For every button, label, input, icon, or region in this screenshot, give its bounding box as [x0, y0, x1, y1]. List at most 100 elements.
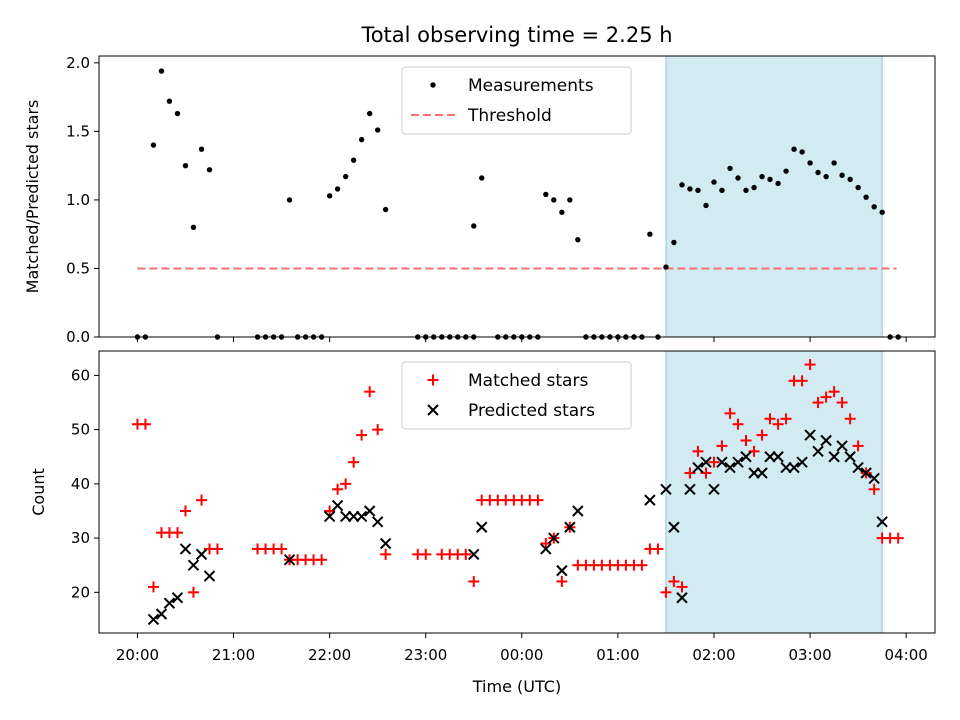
data-point: [735, 175, 741, 181]
data-point: [852, 461, 864, 474]
data-point: [796, 375, 808, 387]
data-point: [350, 157, 357, 163]
data-point: [764, 413, 776, 425]
data-point: [179, 505, 191, 517]
legend-label: Measurements: [468, 76, 594, 96]
data-point: [780, 413, 792, 425]
data-point: [379, 537, 392, 550]
data-point: [679, 182, 685, 188]
x-tick-label: 23:00: [404, 646, 447, 664]
data-point: [195, 548, 208, 561]
legend: Measurements Threshold: [401, 66, 632, 135]
x-tick-label: 22:00: [308, 646, 351, 664]
data-point: [155, 608, 168, 620]
data-point: [839, 172, 845, 178]
shaded-interval: [665, 350, 883, 634]
data-point: [326, 193, 333, 199]
panel-counts: 20 30 40 50 60 20:00 21:00 22:00 23:00 00:00 01:00…: [29, 350, 936, 664]
data-point: [788, 461, 800, 474]
data-point: [668, 521, 680, 533]
plot-frame: [98, 350, 936, 634]
data-point: [198, 146, 205, 152]
y-tick-label: 60: [71, 366, 90, 384]
data-point: [356, 429, 368, 441]
data-point: [831, 160, 837, 166]
data-point: [692, 461, 704, 474]
data-point: [203, 570, 216, 582]
data-point: [876, 516, 888, 528]
data-point: [532, 494, 544, 506]
data-point: [644, 494, 656, 506]
data-point: [283, 554, 296, 566]
data-point: [174, 110, 181, 117]
data-point: [342, 173, 349, 180]
data-point: [823, 173, 829, 180]
data-point: [323, 510, 336, 523]
y-tick-label: 40: [71, 475, 90, 493]
data-point: [371, 516, 384, 528]
data-point: [844, 413, 856, 425]
data-point: [171, 592, 184, 604]
data-point: [772, 451, 784, 463]
data-point: [807, 160, 813, 166]
data-point: [334, 186, 341, 192]
y-tick-label: 1.5: [66, 122, 90, 140]
data-point: [836, 397, 848, 409]
legend-marker: [427, 374, 439, 386]
data-point: [727, 165, 733, 172]
data-point: [332, 483, 344, 495]
data-point: [719, 187, 725, 194]
data-point: [479, 175, 485, 181]
data-point: [812, 445, 824, 458]
data-point: [692, 445, 704, 457]
data-point: [740, 451, 752, 463]
data-point: [460, 548, 472, 560]
legend-box: [401, 361, 632, 430]
data-point: [868, 472, 880, 485]
shaded-interval: [665, 55, 883, 338]
data-point: [636, 559, 648, 571]
data-point: [804, 429, 816, 441]
chart-title: Total observing time = 2.25 h: [360, 23, 672, 47]
data-point: [711, 179, 717, 185]
data-point: [868, 483, 880, 495]
data-point: [543, 191, 549, 198]
data-point: [716, 440, 728, 452]
data-point: [187, 586, 199, 598]
data-point: [812, 397, 824, 409]
legend-marker: [427, 404, 439, 416]
data-point: [158, 68, 165, 74]
x-axis-label: Time (UTC): [472, 677, 561, 696]
data-point: [791, 146, 797, 152]
data-point: [684, 483, 696, 495]
data-point: [772, 418, 784, 430]
data-point: [468, 548, 480, 561]
data-point: [374, 127, 381, 133]
data-point: [660, 483, 672, 495]
x-tick-label: 01:00: [596, 646, 639, 664]
data-point: [358, 136, 365, 143]
data-point: [756, 429, 768, 441]
data-point: [551, 197, 557, 203]
y-axis-label: Matched/Predicted stars: [23, 100, 42, 294]
data-point: [163, 597, 176, 609]
data-point: [732, 456, 744, 468]
data-point: [724, 461, 736, 474]
data-point: [572, 505, 584, 517]
data-point: [420, 548, 432, 560]
data-point: [724, 407, 736, 419]
data-point: [663, 264, 669, 270]
data-point: [687, 186, 693, 192]
data-point: [708, 456, 720, 468]
x-tick-label: 20:00: [116, 646, 159, 664]
y-tick-label: 2.0: [66, 54, 90, 72]
data-point: [147, 613, 160, 626]
data-point: [828, 451, 840, 463]
data-point: [716, 456, 728, 468]
data-point: [147, 581, 159, 593]
data-point: [190, 224, 197, 231]
series-matched-stars: [131, 359, 904, 598]
data-point: [166, 98, 173, 104]
data-point: [879, 209, 885, 215]
